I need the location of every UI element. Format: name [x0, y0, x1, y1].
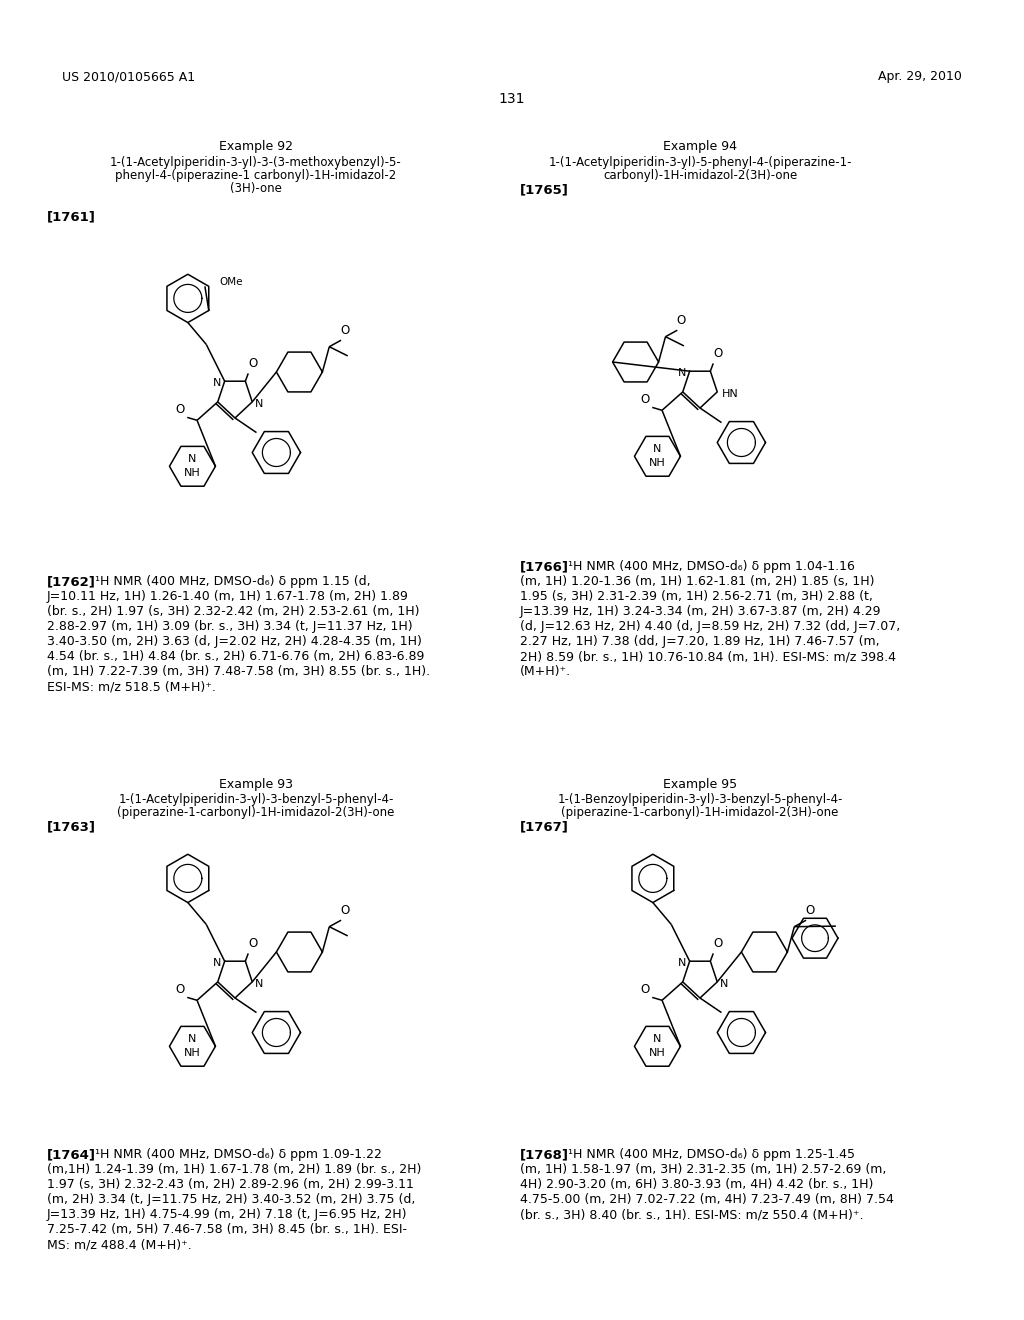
Text: [1764]: [1764]	[47, 1148, 96, 1162]
Text: [1762]: [1762]	[47, 576, 96, 587]
Text: (3H)-one: (3H)-one	[230, 182, 282, 195]
Text: O: O	[641, 983, 650, 995]
Text: [1763]: [1763]	[47, 820, 96, 833]
Text: 1.95 (s, 3H) 2.31-2.39 (m, 1H) 2.56-2.71 (m, 3H) 2.88 (t,: 1.95 (s, 3H) 2.31-2.39 (m, 1H) 2.56-2.71…	[520, 590, 872, 603]
Text: J=10.11 Hz, 1H) 1.26-1.40 (m, 1H) 1.67-1.78 (m, 2H) 1.89: J=10.11 Hz, 1H) 1.26-1.40 (m, 1H) 1.67-1…	[47, 590, 409, 603]
Text: O: O	[340, 904, 350, 916]
Text: N: N	[678, 958, 687, 968]
Text: Example 95: Example 95	[663, 777, 737, 791]
Text: N: N	[653, 1035, 662, 1044]
Text: (m, 1H) 7.22-7.39 (m, 3H) 7.48-7.58 (m, 3H) 8.55 (br. s., 1H).: (m, 1H) 7.22-7.39 (m, 3H) 7.48-7.58 (m, …	[47, 665, 430, 678]
Text: J=13.39 Hz, 1H) 3.24-3.34 (m, 2H) 3.67-3.87 (m, 2H) 4.29: J=13.39 Hz, 1H) 3.24-3.34 (m, 2H) 3.67-3…	[520, 605, 882, 618]
Text: [1767]: [1767]	[520, 820, 569, 833]
Text: 2H) 8.59 (br. s., 1H) 10.76-10.84 (m, 1H). ESI-MS: m/z 398.4: 2H) 8.59 (br. s., 1H) 10.76-10.84 (m, 1H…	[520, 649, 896, 663]
Text: N: N	[678, 368, 687, 379]
Text: N: N	[255, 399, 263, 409]
Text: (d, J=12.63 Hz, 2H) 4.40 (d, J=8.59 Hz, 2H) 7.32 (dd, J=7.07,: (d, J=12.63 Hz, 2H) 4.40 (d, J=8.59 Hz, …	[520, 620, 900, 634]
Text: N: N	[213, 379, 221, 388]
Text: J=13.39 Hz, 1H) 4.75-4.99 (m, 2H) 7.18 (t, J=6.95 Hz, 2H): J=13.39 Hz, 1H) 4.75-4.99 (m, 2H) 7.18 (…	[47, 1208, 408, 1221]
Text: (m, 1H) 1.58-1.97 (m, 3H) 2.31-2.35 (m, 1H) 2.57-2.69 (m,: (m, 1H) 1.58-1.97 (m, 3H) 2.31-2.35 (m, …	[520, 1163, 887, 1176]
Text: O: O	[340, 323, 350, 337]
Text: Apr. 29, 2010: Apr. 29, 2010	[879, 70, 962, 83]
Text: (br. s., 3H) 8.40 (br. s., 1H). ESI-MS: m/z 550.4 (M+H)⁺.: (br. s., 3H) 8.40 (br. s., 1H). ESI-MS: …	[520, 1208, 863, 1221]
Text: O: O	[714, 937, 723, 950]
Text: O: O	[641, 393, 650, 407]
Text: [1768]: [1768]	[520, 1148, 569, 1162]
Text: HN: HN	[722, 389, 739, 399]
Text: ESI-MS: m/z 518.5 (M+H)⁺.: ESI-MS: m/z 518.5 (M+H)⁺.	[47, 680, 216, 693]
Text: N: N	[653, 445, 662, 454]
Text: NH: NH	[649, 1048, 666, 1059]
Text: O: O	[249, 937, 258, 950]
Text: OMe: OMe	[219, 277, 243, 288]
Text: N: N	[720, 979, 729, 989]
Text: O: O	[677, 314, 686, 327]
Text: 7.25-7.42 (m, 5H) 7.46-7.58 (m, 3H) 8.45 (br. s., 1H). ESI-: 7.25-7.42 (m, 5H) 7.46-7.58 (m, 3H) 8.45…	[47, 1224, 407, 1236]
Text: O: O	[249, 356, 258, 370]
Text: 3.40-3.50 (m, 2H) 3.63 (d, J=2.02 Hz, 2H) 4.28-4.35 (m, 1H): 3.40-3.50 (m, 2H) 3.63 (d, J=2.02 Hz, 2H…	[47, 635, 422, 648]
Text: ¹H NMR (400 MHz, DMSO-d₆) δ ppm 1.25-1.45: ¹H NMR (400 MHz, DMSO-d₆) δ ppm 1.25-1.4…	[568, 1148, 855, 1162]
Text: MS: m/z 488.4 (M+H)⁺.: MS: m/z 488.4 (M+H)⁺.	[47, 1238, 191, 1251]
Text: US 2010/0105665 A1: US 2010/0105665 A1	[62, 70, 196, 83]
Text: (m, 1H) 1.20-1.36 (m, 1H) 1.62-1.81 (m, 2H) 1.85 (s, 1H): (m, 1H) 1.20-1.36 (m, 1H) 1.62-1.81 (m, …	[520, 576, 874, 587]
Text: Example 93: Example 93	[219, 777, 293, 791]
Text: N: N	[188, 454, 197, 465]
Text: 1-(1-Benzoylpiperidin-3-yl)-3-benzyl-5-phenyl-4-: 1-(1-Benzoylpiperidin-3-yl)-3-benzyl-5-p…	[557, 793, 843, 807]
Text: ¹H NMR (400 MHz, DMSO-d₆) δ ppm 1.09-1.22: ¹H NMR (400 MHz, DMSO-d₆) δ ppm 1.09-1.2…	[95, 1148, 382, 1162]
Text: 1-(1-Acetylpiperidin-3-yl)-3-benzyl-5-phenyl-4-: 1-(1-Acetylpiperidin-3-yl)-3-benzyl-5-ph…	[119, 793, 393, 807]
Text: ¹H NMR (400 MHz, DMSO-d₆) δ ppm 1.15 (d,: ¹H NMR (400 MHz, DMSO-d₆) δ ppm 1.15 (d,	[95, 576, 371, 587]
Text: 2.27 Hz, 1H) 7.38 (dd, J=7.20, 1.89 Hz, 1H) 7.46-7.57 (m,: 2.27 Hz, 1H) 7.38 (dd, J=7.20, 1.89 Hz, …	[520, 635, 880, 648]
Text: 1.97 (s, 3H) 2.32-2.43 (m, 2H) 2.89-2.96 (m, 2H) 2.99-3.11: 1.97 (s, 3H) 2.32-2.43 (m, 2H) 2.89-2.96…	[47, 1177, 414, 1191]
Text: NH: NH	[184, 1048, 201, 1059]
Text: O: O	[176, 403, 185, 416]
Text: N: N	[188, 1035, 197, 1044]
Text: (m,1H) 1.24-1.39 (m, 1H) 1.67-1.78 (m, 2H) 1.89 (br. s., 2H): (m,1H) 1.24-1.39 (m, 1H) 1.67-1.78 (m, 2…	[47, 1163, 421, 1176]
Text: [1761]: [1761]	[47, 210, 96, 223]
Text: 2.88-2.97 (m, 1H) 3.09 (br. s., 3H) 3.34 (t, J=11.37 Hz, 1H): 2.88-2.97 (m, 1H) 3.09 (br. s., 3H) 3.34…	[47, 620, 413, 634]
Text: [1766]: [1766]	[520, 560, 569, 573]
Text: 131: 131	[499, 92, 525, 106]
Text: carbonyl)-1H-imidazol-2(3H)-one: carbonyl)-1H-imidazol-2(3H)-one	[603, 169, 797, 182]
Text: 4.54 (br. s., 1H) 4.84 (br. s., 2H) 6.71-6.76 (m, 2H) 6.83-6.89: 4.54 (br. s., 1H) 4.84 (br. s., 2H) 6.71…	[47, 649, 424, 663]
Text: [1765]: [1765]	[520, 183, 569, 195]
Text: O: O	[806, 904, 815, 916]
Text: 4H) 2.90-3.20 (m, 6H) 3.80-3.93 (m, 4H) 4.42 (br. s., 1H): 4H) 2.90-3.20 (m, 6H) 3.80-3.93 (m, 4H) …	[520, 1177, 873, 1191]
Text: (piperazine-1-carbonyl)-1H-imidazol-2(3H)-one: (piperazine-1-carbonyl)-1H-imidazol-2(3H…	[118, 807, 394, 818]
Text: 1-(1-Acetylpiperidin-3-yl)-3-(3-methoxybenzyl)-5-: 1-(1-Acetylpiperidin-3-yl)-3-(3-methoxyb…	[111, 156, 401, 169]
Text: N: N	[255, 979, 263, 989]
Text: (br. s., 2H) 1.97 (s, 3H) 2.32-2.42 (m, 2H) 2.53-2.61 (m, 1H): (br. s., 2H) 1.97 (s, 3H) 2.32-2.42 (m, …	[47, 605, 420, 618]
Text: (m, 2H) 3.34 (t, J=11.75 Hz, 2H) 3.40-3.52 (m, 2H) 3.75 (d,: (m, 2H) 3.34 (t, J=11.75 Hz, 2H) 3.40-3.…	[47, 1193, 416, 1206]
Text: O: O	[714, 347, 723, 360]
Text: 1-(1-Acetylpiperidin-3-yl)-5-phenyl-4-(piperazine-1-: 1-(1-Acetylpiperidin-3-yl)-5-phenyl-4-(p…	[548, 156, 852, 169]
Text: ¹H NMR (400 MHz, DMSO-d₆) δ ppm 1.04-1.16: ¹H NMR (400 MHz, DMSO-d₆) δ ppm 1.04-1.1…	[568, 560, 855, 573]
Text: phenyl-4-(piperazine-1 carbonyl)-1H-imidazol-2: phenyl-4-(piperazine-1 carbonyl)-1H-imid…	[116, 169, 396, 182]
Text: NH: NH	[649, 458, 666, 469]
Text: Example 94: Example 94	[663, 140, 737, 153]
Text: O: O	[176, 983, 185, 995]
Text: 4.75-5.00 (m, 2H) 7.02-7.22 (m, 4H) 7.23-7.49 (m, 8H) 7.54: 4.75-5.00 (m, 2H) 7.02-7.22 (m, 4H) 7.23…	[520, 1193, 894, 1206]
Text: NH: NH	[184, 469, 201, 478]
Text: N: N	[213, 958, 221, 968]
Text: (piperazine-1-carbonyl)-1H-imidazol-2(3H)-one: (piperazine-1-carbonyl)-1H-imidazol-2(3H…	[561, 807, 839, 818]
Text: Example 92: Example 92	[219, 140, 293, 153]
Text: (M+H)⁺.: (M+H)⁺.	[520, 665, 571, 678]
